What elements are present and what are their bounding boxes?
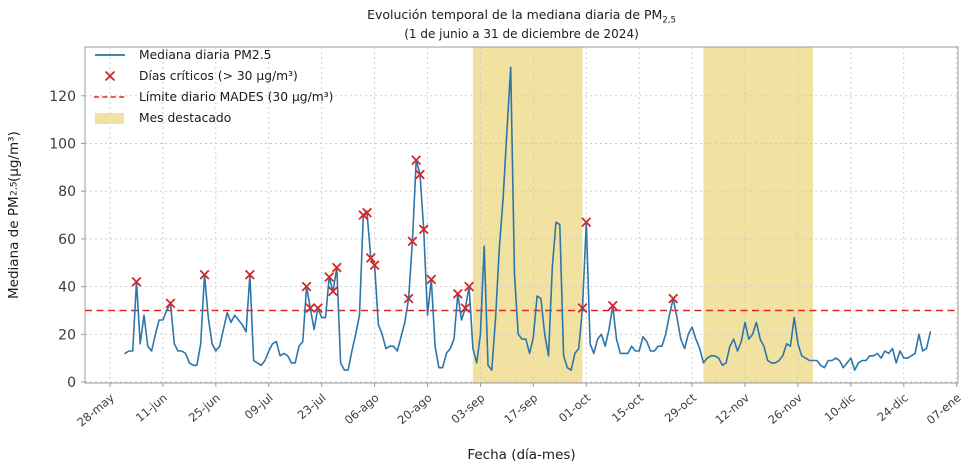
chart-title: Evolución temporal de la mediana diaria … <box>367 7 676 26</box>
x-tick-label: 07-ene <box>924 391 964 428</box>
critical-day-marker <box>464 281 475 292</box>
critical-day-marker <box>426 274 437 285</box>
legend-item-label: Días críticos (> 30 µg/m³) <box>139 68 298 83</box>
y-tick-label: 20 <box>58 327 76 343</box>
limit-line-sample-icon <box>92 89 130 105</box>
chart-subtitle: (1 de junio a 31 de diciembre de 2024) <box>404 26 639 41</box>
critical-day-marker <box>165 298 176 309</box>
critical-day-marker <box>199 269 210 280</box>
x-tick-label: 28-may <box>74 390 117 429</box>
x-tick-label: 26-nov <box>765 390 805 427</box>
legend: Mediana diaria PM2.5 Días críticos (> 30… <box>92 44 333 128</box>
x-axis-label: Fecha (día-mes) <box>467 447 576 463</box>
y-tick-label: 0 <box>67 375 76 391</box>
critical-day-marker <box>415 169 425 180</box>
critical-marker-icon <box>92 68 130 84</box>
legend-item-label: Mes destacado <box>139 110 232 125</box>
x-tick-label: 15-oct <box>609 390 647 425</box>
line-sample-icon <box>92 47 130 63</box>
x-tick-label: 29-oct <box>662 390 700 425</box>
critical-day-marker <box>403 293 414 304</box>
x-tick-label: 09-jul <box>242 391 276 423</box>
critical-day-marker <box>452 288 463 299</box>
x-tick-label: 24-dic <box>874 391 910 425</box>
critical-day-marker <box>577 303 588 314</box>
legend-item-limit-line: Límite diario MADES (30 µg/m³) <box>92 86 333 107</box>
critical-day-marker <box>369 260 380 271</box>
critical-day-marker <box>301 281 312 292</box>
critical-day-marker <box>324 272 335 282</box>
chart-title-block: Evolución temporal de la mediana diaria … <box>85 7 958 42</box>
x-tick-label: 06-ago <box>342 391 382 428</box>
x-tick-label: 20-ago <box>395 391 435 428</box>
x-tick-label: 03-sep <box>448 391 487 427</box>
highlight-patch-icon <box>92 110 130 126</box>
critical-day-marker <box>581 217 592 228</box>
critical-day-marker <box>331 262 342 273</box>
critical-day-marker <box>244 269 255 280</box>
x-tick-label: 10-dic <box>822 391 858 425</box>
y-tick-label: 40 <box>58 280 76 296</box>
critical-day-marker <box>411 155 422 166</box>
x-tick-label: 01-oct <box>556 390 594 425</box>
legend-item-label: Límite diario MADES (30 µg/m³) <box>139 89 334 104</box>
legend-item-median-line: Mediana diaria PM2.5 <box>92 44 333 65</box>
critical-day-marker <box>328 286 338 297</box>
plot-border <box>84 46 959 384</box>
critical-day-marker <box>418 224 429 235</box>
critical-day-marker <box>365 253 376 263</box>
critical-day-marker <box>668 293 679 304</box>
legend-item-highlight-month: Mes destacado <box>92 107 333 128</box>
y-tick-label: 60 <box>58 232 76 248</box>
x-tick-label: 23-jul <box>295 391 329 423</box>
critical-day-marker <box>305 303 316 314</box>
legend-item-critical-days: Días críticos (> 30 µg/m³) <box>92 65 333 86</box>
critical-day-marker <box>460 303 471 314</box>
x-tick-label: 12-nov <box>712 390 752 427</box>
y-tick-label: 120 <box>49 89 76 105</box>
critical-day-marker <box>407 236 418 247</box>
legend-item-label: Mediana diaria PM2.5 <box>139 47 272 62</box>
x-tick-label: 25-jun <box>186 391 223 425</box>
y-tick-label: 80 <box>58 184 76 200</box>
pm25-line <box>124 66 932 371</box>
x-tick-label: 17-sep <box>501 391 540 427</box>
critical-day-marker <box>607 300 618 311</box>
critical-day-marker <box>312 303 323 314</box>
critical-day-marker <box>362 207 372 218</box>
y-tick-label: 100 <box>49 137 76 153</box>
x-tick-label: 11-jun <box>133 391 170 425</box>
critical-day-marker <box>131 276 142 287</box>
highlight-band <box>472 47 583 383</box>
